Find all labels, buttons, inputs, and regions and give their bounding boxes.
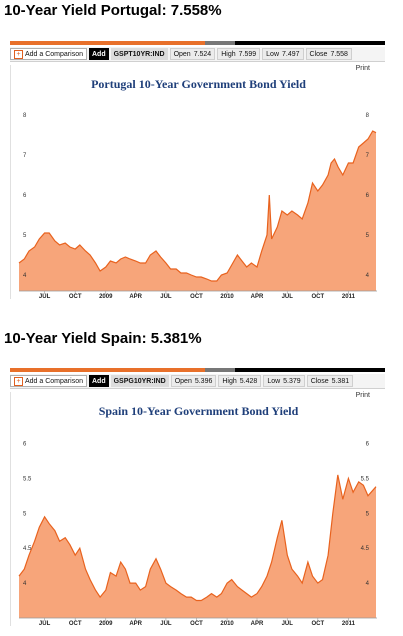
yield-chart: JUL OCT 2009 APR JUL OCT 2010 APR JUL OCT 2011 4 4 5 5… (18, 113, 377, 299)
add-comparison-input[interactable]: + Add a Comparison (10, 375, 87, 387)
chart-area: JUL OCT 2009 APR JUL OCT 2010 APR JUL OCT 2011 4 4 5 5… (10, 65, 386, 299)
open-value: Open 5.396 (170, 375, 217, 387)
x-tick-label: JUL (282, 621, 294, 626)
y-tick-label-right: 6 (366, 441, 370, 447)
x-tick-label: OCT (69, 294, 82, 299)
y-tick-label-left: 4 (23, 273, 27, 279)
y-tick-label-right: 6 (366, 193, 370, 199)
y-tick-label-left: 6 (23, 441, 27, 447)
y-tick-label-right: 4.5 (361, 546, 370, 552)
top-stripe (10, 41, 385, 45)
add-button[interactable]: Add (88, 375, 109, 387)
plus-icon: + (14, 49, 23, 59)
add-comparison-input[interactable]: + Add a Comparison (10, 48, 87, 60)
chart-title: Spain 10-Year Government Bond Yield (98, 404, 299, 418)
x-tick-label: APR (129, 621, 142, 626)
quote-toolbar: + Add a Comparison Add GSPG10YR:IND Open 5… (10, 374, 385, 389)
print-link[interactable]: Print (355, 392, 370, 399)
series-line (18, 130, 377, 282)
high-value: High 7.599 (217, 48, 261, 60)
x-tick-label: OCT (311, 621, 324, 626)
portugal-heading: 10-Year Yield Portugal: 7.558% (4, 2, 222, 19)
top-stripe (10, 368, 385, 372)
x-tick-label: OCT (69, 621, 82, 626)
y-tick-label-right: 4 (366, 581, 370, 587)
x-tick-label: JUL (282, 294, 294, 299)
close-value: Close 5.381 (306, 375, 354, 387)
x-tick-label: APR (129, 294, 142, 299)
quote-toolbar: + Add a Comparison Add GSPT10YR:IND Open 7… (10, 47, 385, 62)
plus-icon: + (14, 376, 23, 386)
y-tick-label-right: 5 (366, 233, 370, 239)
high-value: High 5.428 (218, 375, 262, 387)
low-value: Low 7.497 (262, 48, 304, 60)
x-tick-label: 2011 (342, 621, 356, 626)
x-tick-label: 2010 (220, 621, 234, 626)
x-tick-label: OCT (311, 294, 324, 299)
x-tick-label: 2009 (99, 294, 113, 299)
close-value: Close 7.558 (305, 48, 352, 60)
x-tick-label: JUL (39, 621, 51, 626)
y-tick-label-right: 5.5 (361, 476, 370, 482)
open-value: Open 7.524 (169, 48, 216, 60)
spain-heading: 10-Year Yield Spain: 5.381% (4, 330, 202, 347)
x-tick-label: JUL (160, 294, 172, 299)
y-tick-label-left: 5.5 (23, 476, 32, 482)
series-area (19, 131, 376, 291)
y-tick-label-right: 7 (366, 153, 370, 159)
spain-chart-panel: + Add a Comparison Add GSPG10YR:IND Open 5… (10, 368, 386, 626)
y-tick-label-left: 4 (23, 581, 27, 587)
y-tick-label-right: 5 (366, 511, 370, 517)
x-tick-label: OCT (190, 294, 203, 299)
x-tick-label: APR (251, 294, 264, 299)
y-tick-label-left: 8 (23, 113, 27, 119)
y-tick-label-left: 6 (23, 193, 27, 199)
y-tick-label-right: 8 (366, 113, 370, 119)
x-tick-label: 2011 (342, 294, 356, 299)
chart-area: JUL OCT 2009 APR JUL OCT 2010 APR JUL OCT 2011 4 4 4.… (10, 392, 386, 626)
print-link[interactable]: Print (355, 65, 370, 72)
ticker-label: GSPT10YR:IND (110, 48, 168, 60)
series-line (18, 474, 377, 602)
low-value: Low 5.379 (263, 375, 305, 387)
x-tick-label: OCT (190, 621, 203, 626)
series-area (19, 474, 376, 618)
ticker-label: GSPG10YR:IND (110, 375, 169, 387)
portugal-chart-panel: + Add a Comparison Add GSPT10YR:IND Open 7… (10, 41, 386, 299)
y-tick-label-left: 5 (23, 511, 27, 517)
x-tick-label: 2010 (220, 294, 234, 299)
y-tick-label-left: 7 (23, 153, 27, 159)
yield-chart: JUL OCT 2009 APR JUL OCT 2010 APR JUL OCT 2011 4 4 4.… (18, 441, 377, 626)
x-tick-label: JUL (39, 294, 51, 299)
chart-title: Portugal 10-Year Government Bond Yield (91, 77, 306, 91)
y-tick-label-right: 4 (366, 273, 370, 279)
add-button[interactable]: Add (88, 48, 109, 60)
y-tick-label-left: 5 (23, 233, 27, 239)
y-tick-label-left: 4.5 (23, 546, 32, 552)
x-tick-label: APR (251, 621, 264, 626)
x-tick-label: JUL (160, 621, 172, 626)
x-tick-label: 2009 (99, 621, 113, 626)
